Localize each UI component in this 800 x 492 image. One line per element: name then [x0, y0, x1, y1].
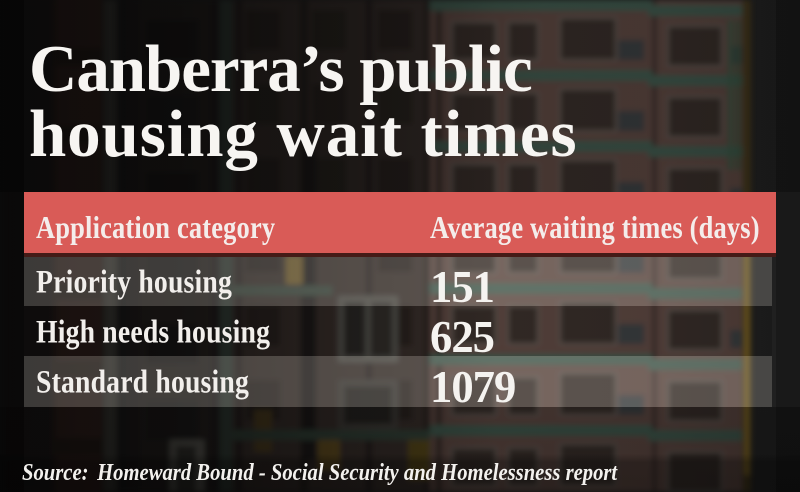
row-category-label: Standard housing — [36, 364, 250, 401]
row-category-label: Priority housing — [36, 264, 232, 301]
row-days-value: 1079 — [430, 361, 516, 412]
page-title: Canberra’s public housing wait times — [29, 36, 578, 168]
table-header-row: Application category Average waiting tim… — [24, 192, 776, 253]
row-category-label: High needs housing — [36, 314, 271, 350]
source-label: Source: — [22, 460, 89, 486]
header-label-category: Application category — [36, 209, 276, 245]
row-days-cell: 625 — [430, 306, 496, 362]
row-category-cell: Priority housing — [36, 257, 269, 306]
row-days-value: 625 — [430, 310, 495, 362]
header-label-value: Average waiting times (days) — [430, 209, 760, 245]
row-days-value: 151 — [430, 261, 495, 312]
header-cell-value: Average waiting times (days) — [430, 192, 800, 253]
row-days-cell: 151 — [430, 257, 496, 312]
row-category-cell: Standard housing — [36, 356, 290, 407]
title-line-2: housing wait times — [29, 97, 578, 171]
row-days-cell: 1079 — [430, 356, 518, 412]
source-attribution: Source: Homeward Bound - Social Security … — [22, 458, 714, 488]
table-row: Priority housing 151 — [24, 257, 772, 312]
header-cell-category: Application category — [36, 192, 321, 253]
table-row: Standard housing 1079 — [24, 356, 772, 412]
source-text: Homeward Bound - Social Security and Hom… — [97, 460, 618, 486]
table-row: High needs housing 625 — [24, 306, 772, 362]
title-line-1: Canberra’s public — [29, 32, 533, 106]
table-header-shadow — [24, 253, 776, 257]
row-category-cell: High needs housing — [36, 306, 315, 356]
